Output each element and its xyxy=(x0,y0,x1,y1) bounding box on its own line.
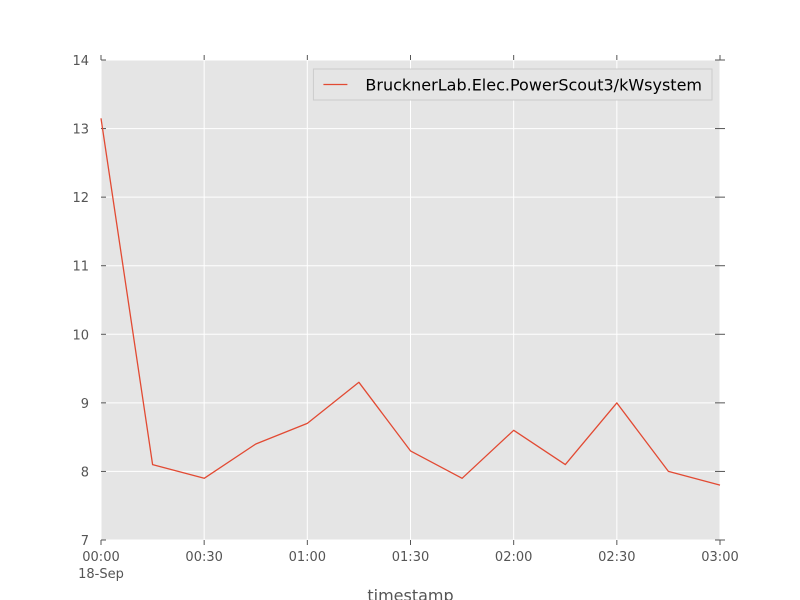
y-tick-label: 14 xyxy=(72,54,89,69)
series-line xyxy=(100,118,721,486)
legend: BrucknerLab.Elec.PowerScout3/kWsystem xyxy=(312,68,713,101)
y-tick-label: 9 xyxy=(81,397,89,412)
x-tick-label: 00:00 xyxy=(82,550,119,565)
x-tick-label: 00:30 xyxy=(185,550,222,565)
legend-box xyxy=(312,68,713,101)
axis-ticks xyxy=(100,55,725,545)
x-tick-label: 01:00 xyxy=(289,550,326,565)
x-tick-label: 02:30 xyxy=(598,550,635,565)
series-layer xyxy=(100,118,721,486)
tick-labels: 7 8 9 10 11 12 13 14 00:00 00:30 01:00 01:30 02:00 02… xyxy=(72,54,738,565)
y-tick-label: 13 xyxy=(72,123,89,138)
y-tick-label: 8 xyxy=(81,465,89,480)
legend-entry: BrucknerLab.Elec.PowerScout3/kWsystem xyxy=(365,76,702,95)
x-date-label: 18-Sep xyxy=(78,567,124,582)
y-tick-label: 12 xyxy=(72,191,89,206)
y-tick-label: 7 xyxy=(81,534,89,549)
y-tick-label: 10 xyxy=(72,328,89,343)
x-tick-label: 02:00 xyxy=(495,550,532,565)
x-tick-label: 01:30 xyxy=(392,550,429,565)
x-tick-label: 03:00 xyxy=(701,550,738,565)
x-axis-label: timestamp xyxy=(367,586,453,600)
y-tick-label: 11 xyxy=(72,260,89,275)
